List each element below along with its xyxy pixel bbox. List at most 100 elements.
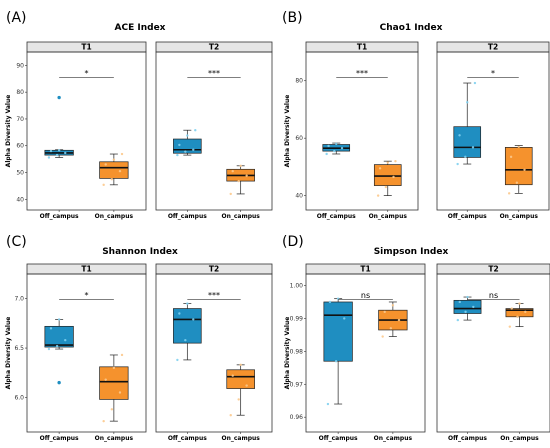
facet-frame — [305, 273, 426, 433]
panel-a: (A) ACE Index Alpha Diversity Value T1 40 50 6… — [5, 10, 273, 220]
facet-t1: T1 6.0 6.5 7.0 Off_campus On_campus * — [14, 263, 147, 442]
data-point — [49, 327, 53, 330]
data-point — [239, 363, 242, 367]
data-point — [192, 318, 195, 321]
data-point — [102, 183, 105, 187]
y-axis-label: Alpha Diversity Value — [5, 95, 12, 168]
outlier-point — [57, 380, 61, 385]
y-tick-label: 0.99 — [290, 315, 304, 322]
significance-label: ns — [489, 291, 498, 300]
significance-label: ns — [361, 291, 370, 300]
data-point — [110, 408, 114, 411]
facet-t2: T2 Off_campus On_campus *** — [155, 263, 273, 442]
facet-t2: T2 Off_campus On_campus ns — [436, 263, 550, 442]
y-tick-label: 6.5 — [14, 345, 24, 352]
y-tick-label: 6.0 — [14, 394, 24, 401]
data-point — [245, 174, 248, 177]
outlier-point — [57, 95, 61, 100]
box-body — [99, 366, 129, 400]
x-tick-label: On_campus — [221, 213, 260, 220]
box-body — [44, 325, 74, 348]
facet-frame — [436, 273, 550, 433]
significance-label: *** — [208, 291, 220, 300]
facet-frame — [26, 273, 147, 433]
y-tick-label: 50 — [16, 170, 24, 177]
x-tick-label: Off_campus — [317, 213, 356, 220]
data-point — [176, 153, 179, 157]
box-off-campus: Off_campus — [40, 318, 79, 442]
box-off-campus: Off_campus — [448, 295, 487, 442]
facet-strip-label: T1 — [81, 43, 91, 52]
data-point — [397, 318, 401, 322]
y-tick-label: 0.97 — [290, 381, 304, 388]
facet-frame — [436, 51, 550, 211]
data-point — [184, 338, 187, 342]
x-tick-label: On_campus — [500, 213, 539, 220]
data-point — [386, 161, 389, 164]
data-point — [464, 310, 467, 314]
y-tick-label: 90 — [16, 62, 24, 69]
data-point — [237, 398, 240, 401]
significance-label: * — [85, 291, 89, 300]
facet-strip-label: T1 — [81, 265, 91, 274]
panel-label: (C) — [6, 234, 27, 250]
data-point — [333, 149, 336, 153]
box-on-campus: On_campus — [500, 302, 539, 442]
data-point — [389, 327, 393, 330]
y-tick-label: 80 — [295, 78, 303, 85]
box-on-campus: On_campus — [95, 353, 133, 442]
data-point — [335, 142, 338, 146]
data-point — [104, 163, 107, 166]
x-tick-label: Off_campus — [168, 213, 207, 220]
data-point — [328, 300, 332, 304]
facet-frame — [26, 51, 147, 211]
data-point — [509, 155, 513, 159]
data-point — [472, 305, 475, 309]
data-point — [120, 353, 124, 357]
data-point — [47, 347, 51, 351]
significance-label: *** — [356, 69, 368, 78]
box-body — [453, 299, 482, 314]
data-point — [104, 378, 107, 381]
significance-label: *** — [208, 69, 220, 78]
data-point — [118, 391, 122, 394]
data-point — [178, 143, 181, 147]
data-point — [120, 152, 124, 156]
facet-strip-label: T2 — [209, 43, 219, 52]
data-point — [516, 315, 519, 318]
x-tick-label: Off_campus — [168, 435, 207, 442]
box-on-campus: On_campus — [374, 301, 413, 442]
data-point — [376, 194, 380, 197]
box-body — [173, 138, 202, 154]
data-point — [334, 360, 338, 363]
data-point — [523, 168, 526, 171]
facet-t2: T2 Off_campus On_campus *** — [155, 41, 273, 220]
x-tick-label: Off_campus — [448, 213, 487, 220]
data-point — [186, 302, 189, 305]
data-point — [466, 295, 469, 299]
data-point — [192, 148, 195, 151]
x-tick-label: On_campus — [374, 435, 413, 442]
data-point — [524, 310, 527, 314]
facet-strip-label: T1 — [357, 43, 367, 52]
y-tick-label: 80 — [16, 89, 24, 96]
x-tick-label: On_campus — [221, 435, 260, 442]
box-body — [505, 308, 534, 318]
facet-strip-label: T2 — [488, 265, 498, 274]
y-tick-label: 60 — [295, 135, 303, 142]
data-point — [391, 304, 395, 307]
facet-t1: T1 40 50 60 70 80 90 Off_campus On_campus * — [16, 41, 147, 220]
data-point — [55, 153, 59, 157]
data-point — [186, 134, 189, 137]
data-point — [473, 81, 477, 85]
box-off-campus: Off_campus — [40, 95, 79, 220]
data-point — [57, 149, 61, 152]
data-point — [245, 384, 248, 387]
box-body — [323, 301, 353, 362]
data-point — [229, 414, 232, 417]
data-point — [456, 162, 459, 166]
box-off-campus: Off_campus — [448, 81, 487, 220]
data-point — [47, 156, 51, 159]
panel-c: (C) Shannon Index Alpha Diversity Value T1 6… — [5, 234, 273, 442]
panel-label: (B) — [282, 10, 303, 26]
